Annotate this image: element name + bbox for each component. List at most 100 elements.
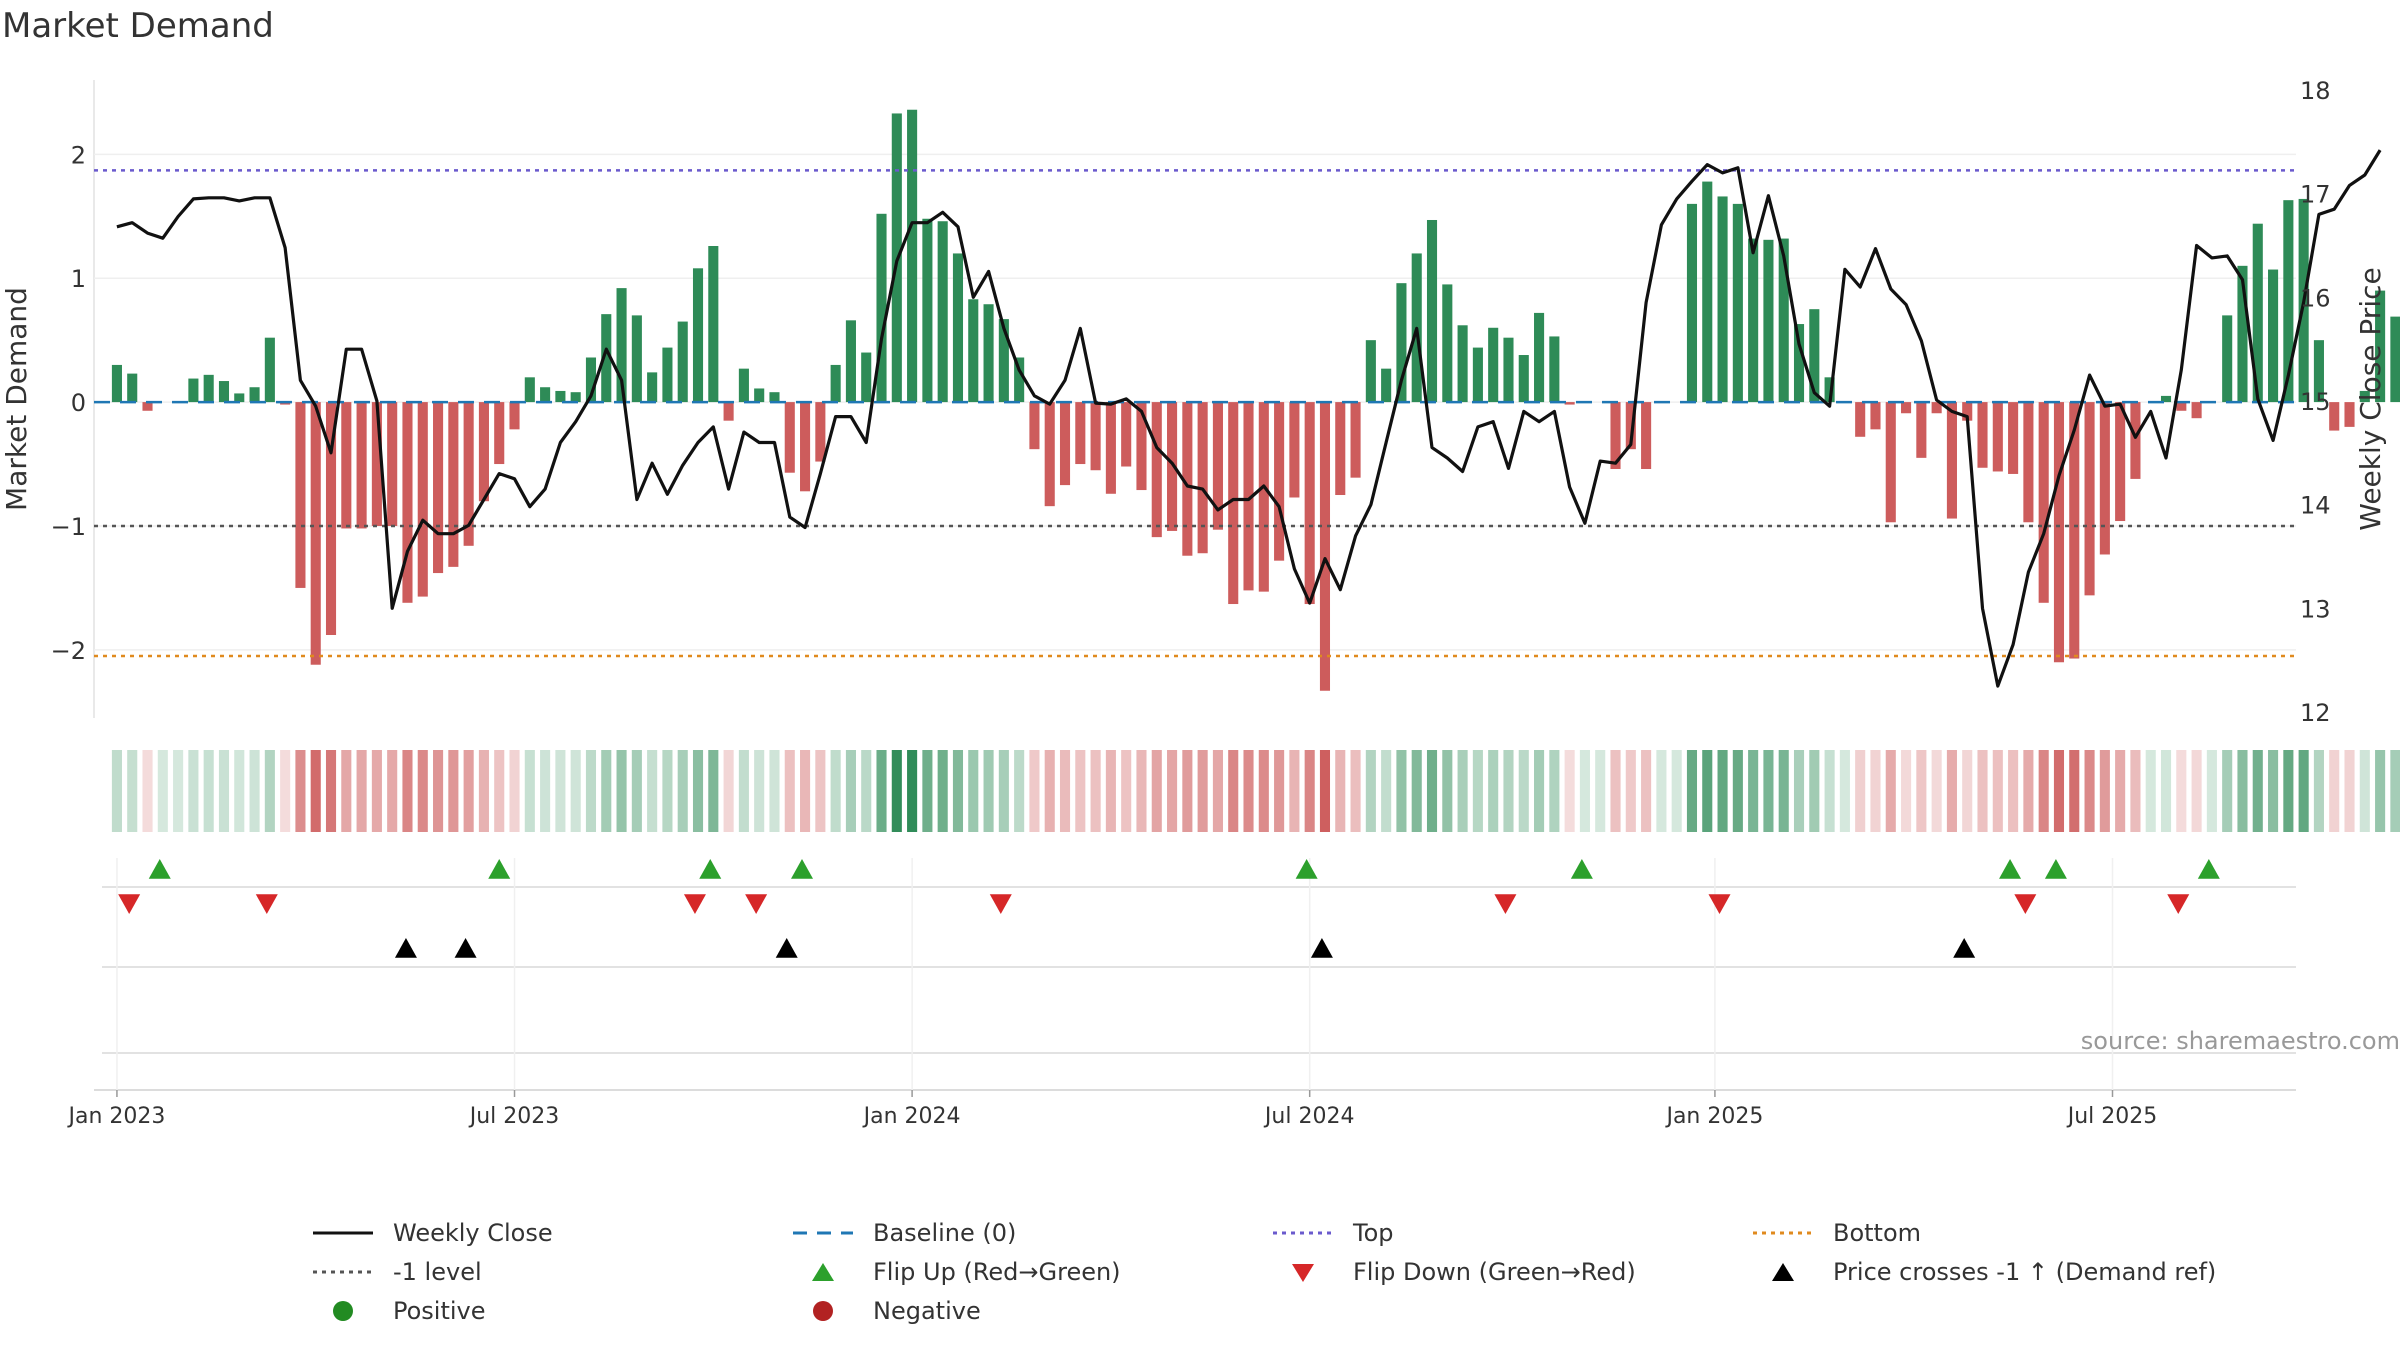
demand-bar-negative: [1885, 402, 1896, 523]
flip-down-marker: [2014, 894, 2037, 914]
demand-bar-negative: [2344, 402, 2355, 427]
heat-cell: [310, 750, 321, 832]
heat-cell: [2008, 750, 2019, 832]
price-cross-marker: [1953, 938, 1976, 958]
demand-bar-positive: [1748, 238, 1759, 403]
dot-icon: [333, 1301, 353, 1321]
heat-cell: [1197, 750, 1208, 832]
flip-down-marker: [745, 894, 768, 914]
heat-cell: [2206, 750, 2217, 832]
heat-cell: [2313, 750, 2324, 832]
heat-cell: [616, 750, 627, 832]
demand-bar-negative: [433, 402, 444, 574]
demand-bar-positive: [2222, 315, 2233, 403]
flip-up-marker: [699, 859, 722, 879]
demand-bar-negative: [1625, 402, 1636, 450]
demand-bar-negative: [815, 402, 826, 462]
demand-bar-positive: [524, 377, 535, 403]
demand-bar-positive: [1686, 203, 1698, 403]
heat-cell: [1549, 750, 1560, 832]
demand-bar-negative: [2069, 402, 2080, 659]
heat-cell: [1717, 750, 1728, 832]
y-tick-label-left: −2: [51, 637, 86, 665]
flip-down-marker: [118, 894, 141, 914]
heat-cell: [2344, 750, 2355, 832]
legend-minus-one: -1 level: [313, 1258, 482, 1286]
heat-cell: [2283, 750, 2294, 832]
demand-bar-negative: [2038, 402, 2049, 603]
heat-cell: [249, 750, 260, 832]
x-tick-label: Jul 2025: [2066, 1104, 2158, 1129]
heat-cell: [891, 750, 902, 832]
dot-swatch-icon: [1273, 1231, 1333, 1235]
demand-bar-positive: [1365, 340, 1376, 403]
heat-cell: [1167, 750, 1178, 832]
demand-bar-positive: [1549, 336, 1560, 403]
heat-cell: [1182, 750, 1193, 832]
demand-bar-positive: [2160, 395, 2172, 403]
flip-down-marker: [1708, 894, 1731, 914]
heat-cell: [1075, 750, 1086, 832]
heat-cell: [1870, 750, 1881, 832]
legend-flip-up: Flip Up (Red→Green): [793, 1258, 1121, 1286]
heat-cell: [1090, 750, 1101, 832]
demand-bar-negative: [1212, 402, 1223, 530]
heat-cell: [387, 750, 398, 832]
legend-negative: Negative: [793, 1297, 981, 1325]
demand-bar-negative: [2191, 402, 2202, 419]
demand-bar-positive: [570, 392, 581, 403]
heat-cell: [2038, 750, 2049, 832]
heat-cell: [1426, 750, 1438, 832]
heat-cell: [1732, 750, 1743, 832]
heat-cell: [647, 750, 658, 832]
heat-cell: [1212, 750, 1223, 832]
demand-bar-negative: [1090, 402, 1101, 471]
y-tick-label-right: 14: [2300, 492, 2331, 520]
dot-swatch-icon: [1753, 1231, 1813, 1235]
heat-cell: [1625, 750, 1636, 832]
y-tick-label-left: 2: [71, 141, 86, 169]
demand-bar-negative: [463, 402, 474, 546]
heat-cell: [1564, 750, 1575, 832]
heat-cell: [341, 750, 352, 832]
demand-bar-positive: [983, 304, 994, 403]
heat-cell: [417, 750, 428, 832]
demand-bar-negative: [417, 402, 428, 597]
flip-up-marker: [1999, 859, 2022, 879]
demand-bar-positive: [1442, 284, 1453, 403]
y-tick-label-right: 13: [2300, 595, 2331, 623]
y-tick-label-right: 18: [2300, 77, 2331, 105]
heat-cell: [1686, 750, 1698, 832]
demand-bar-positive: [585, 357, 597, 403]
legend-label: Baseline (0): [873, 1219, 1017, 1247]
demand-bar-positive: [1381, 368, 1392, 403]
demand-bar-negative: [402, 402, 413, 603]
heat-cell: [1671, 750, 1682, 832]
heat-cell: [1059, 750, 1071, 832]
heat-strip: [111, 750, 2400, 832]
heat-cell: [2023, 750, 2034, 832]
legend-price-cross: Price crosses -1 ↑ (Demand ref): [1753, 1258, 2216, 1286]
demand-bar-negative: [494, 402, 505, 465]
heat-cell: [356, 750, 367, 832]
axis-labels: 2 1 0 −1 −2 12 13 14 15 16 17 18 Market Demand Weekly…: [0, 77, 2387, 727]
demand-bar-negative: [1992, 402, 2003, 472]
heat-cell: [280, 750, 291, 832]
demand-bar-negative: [723, 402, 734, 421]
x-tick-label: Jan 2024: [862, 1104, 961, 1129]
flip-down-marker: [255, 894, 278, 914]
heat-cell: [478, 750, 489, 832]
heat-cell: [1105, 750, 1116, 832]
heat-cell: [983, 750, 994, 832]
heat-cell: [218, 750, 230, 832]
heat-cell: [1228, 750, 1239, 832]
heat-cell: [937, 750, 948, 832]
y-tick-label-right: 12: [2300, 699, 2331, 727]
demand-bar-negative: [2130, 402, 2141, 479]
demand-bar-negative: [1243, 402, 1254, 591]
heat-cell: [922, 750, 933, 832]
demand-bar-negative: [478, 402, 489, 502]
heat-cell: [1748, 750, 1759, 832]
heat-cell: [509, 750, 520, 832]
heat-cell: [157, 750, 168, 832]
